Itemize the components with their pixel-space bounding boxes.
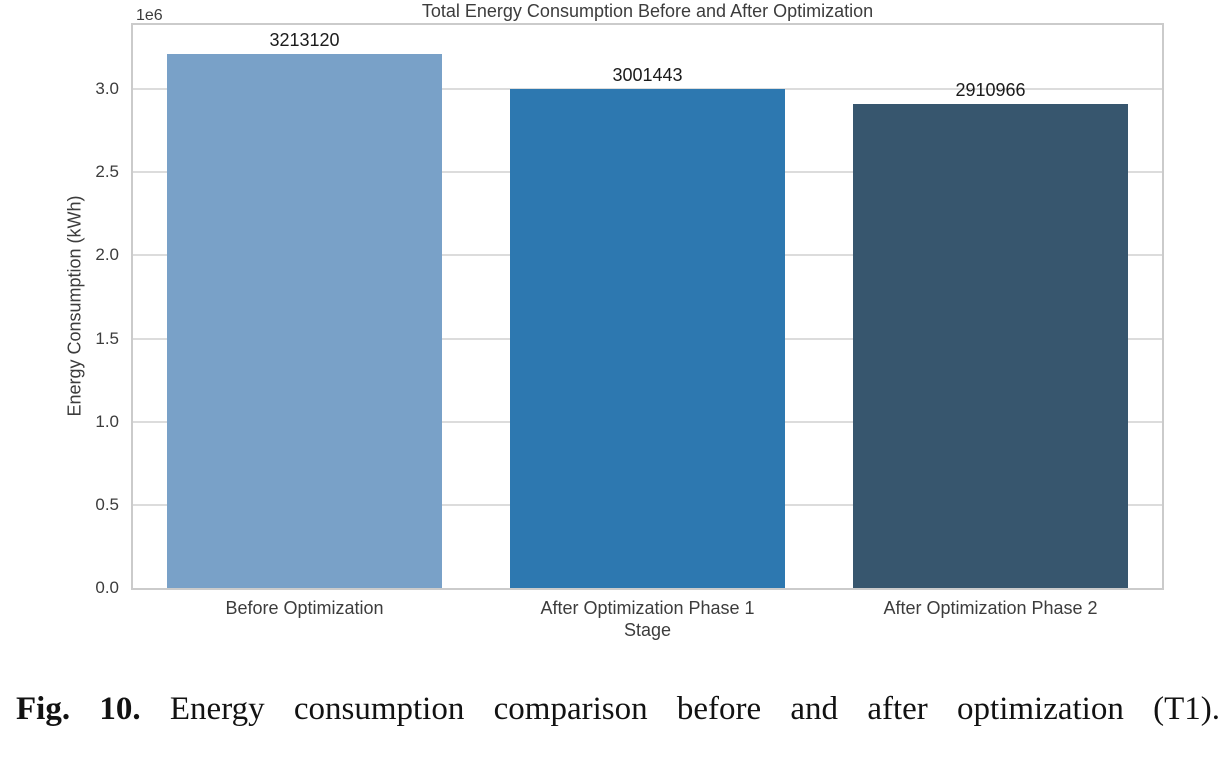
bar-value-label: 3213120: [269, 29, 340, 50]
chart-title: Total Energy Consumption Before and Afte…: [421, 1, 874, 21]
y-tick-label: 1.5: [95, 328, 119, 348]
y-tick-label: 2.5: [95, 162, 119, 182]
figure-caption-text: Energy consumption comparison before and…: [169, 691, 1221, 727]
x-axis-label: Stage: [623, 620, 672, 640]
x-tick-label: Before Optimization: [225, 598, 384, 618]
bar: [510, 88, 785, 588]
y-axis-label: Energy Consumption (kWh): [64, 195, 85, 417]
y-tick-label: 3.0: [95, 79, 119, 99]
y-tick-label: 2.0: [95, 245, 119, 265]
bar-value-label: 2910966: [955, 79, 1026, 100]
y-axis-offset-label: 1e6: [136, 7, 163, 24]
x-tick-label: After Optimization Phase 1: [540, 598, 755, 618]
y-tick-label: 1.0: [95, 411, 119, 431]
bar: [853, 103, 1128, 588]
figure-caption: Fig. 10. Energy consumption comparison b…: [16, 686, 1220, 732]
bar-value-label: 3001443: [612, 64, 683, 85]
y-tick-label: 0.0: [95, 578, 119, 597]
y-tick-label: 0.5: [95, 494, 119, 514]
plot-frame: [131, 23, 1164, 590]
figure-number: Fig. 10.: [16, 691, 141, 727]
bar: [167, 53, 442, 588]
x-tick-label: After Optimization Phase 2: [883, 598, 1098, 618]
